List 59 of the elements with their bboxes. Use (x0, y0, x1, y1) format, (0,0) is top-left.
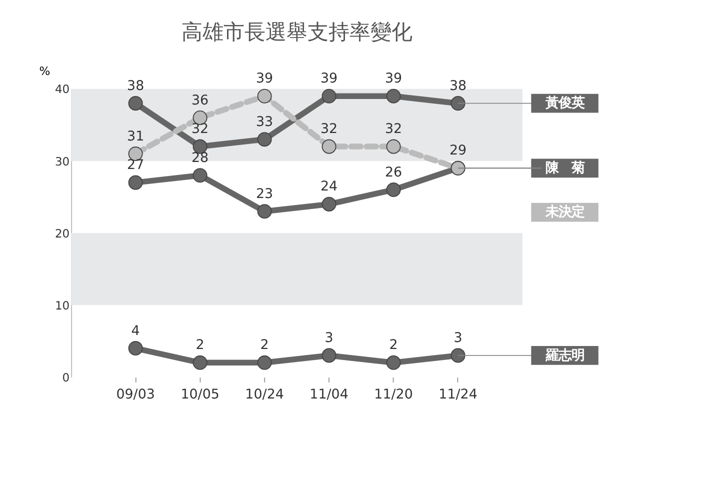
point (257, 355, 272, 370)
y-tick-label: 10 (54, 298, 70, 312)
y-tick-label: 40 (54, 82, 70, 96)
point (257, 88, 272, 104)
data-label: 4 (131, 324, 140, 339)
point (128, 175, 143, 190)
data-label: 2 (260, 338, 269, 354)
point (257, 204, 272, 219)
y-tick-label: 20 (54, 226, 70, 240)
data-label: 24 (320, 180, 338, 195)
point (450, 96, 466, 111)
point (322, 139, 336, 154)
point (322, 196, 336, 212)
text: 陳 菊 (545, 160, 584, 176)
data-label: 38 (127, 78, 144, 94)
point (450, 348, 466, 363)
data-label: 2 (196, 338, 204, 354)
x-tick-label: 11/24 (438, 388, 478, 403)
point (386, 355, 401, 370)
data-label: 28 (192, 150, 209, 166)
point (386, 182, 401, 198)
point (386, 139, 401, 154)
point (257, 132, 272, 147)
data-label: 39 (320, 72, 338, 87)
data-label: 3 (324, 331, 334, 346)
point (192, 168, 208, 183)
point (192, 355, 208, 370)
y-tick-label: 30 (54, 154, 70, 168)
data-label: 31 (127, 129, 144, 144)
data-label: 32 (320, 122, 338, 138)
data-label: 32 (192, 122, 209, 138)
data-label: 26 (384, 165, 402, 180)
point (322, 88, 336, 104)
x-tick-label: 11/20 (374, 388, 413, 403)
data-label: 38 (449, 78, 467, 94)
data-label: 39 (384, 72, 402, 87)
x-tick-label: 10/05 (180, 388, 220, 403)
data-label: 32 (384, 122, 402, 138)
data-label: 29 (449, 144, 467, 159)
x-tick-label: 10/24 (245, 388, 284, 403)
y-tick-label: 0 (62, 370, 70, 384)
point (322, 348, 336, 363)
x-tick-label: 09/03 (116, 388, 155, 403)
data-label: 23 (256, 186, 274, 202)
text: 未決定 (544, 204, 584, 220)
point (128, 96, 143, 111)
data-label: 2 (389, 338, 398, 354)
x-tick-label: 11/04 (310, 388, 348, 403)
data-label: 36 (192, 93, 209, 108)
chart-title: 高雄市長選舉支持率變化 (181, 18, 412, 44)
data-label: 39 (256, 72, 274, 87)
y-axis-title: % (39, 64, 50, 78)
text: 黃俊英 (544, 96, 584, 112)
text: 羅志明 (544, 347, 584, 364)
data-label: 27 (127, 158, 144, 174)
data-label: 3 (454, 331, 462, 346)
point (386, 88, 401, 104)
point (128, 340, 143, 356)
data-label: 33 (256, 114, 274, 130)
